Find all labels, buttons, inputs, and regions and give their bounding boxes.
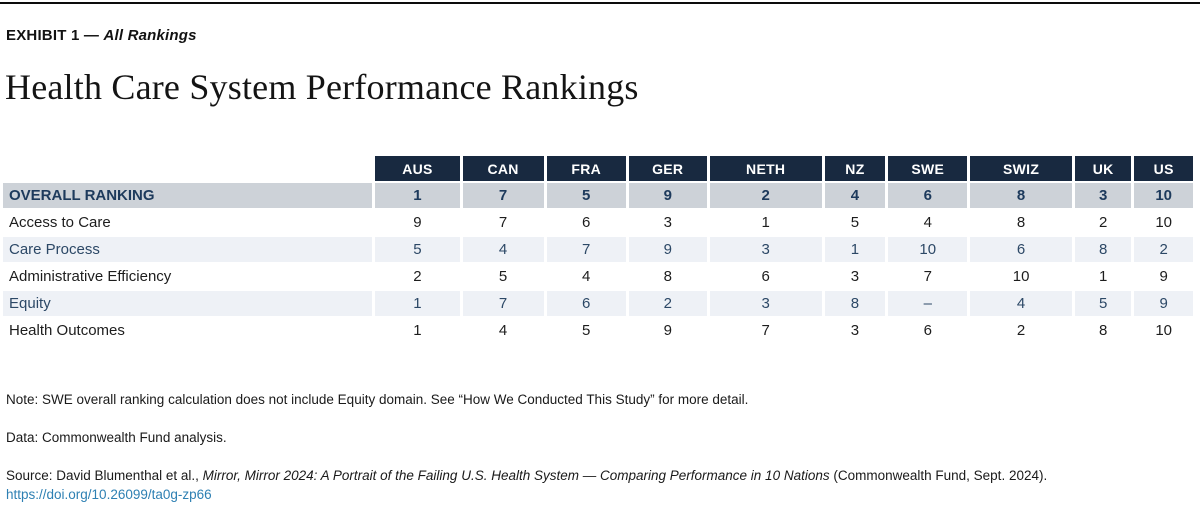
rank-cell: 8 [967,181,1075,210]
row-label: Health Outcomes [0,316,376,345]
rank-cell: 4 [459,235,547,264]
row-label: Equity [0,289,376,318]
rank-cell: 1 [372,289,463,318]
rank-cell: 9 [372,208,463,237]
column-header-nz: NZ [821,154,889,183]
rank-cell: 2 [1071,208,1135,237]
rank-cell: 10 [1131,316,1196,345]
rank-cell: 8 [821,289,889,318]
rank-cell: 3 [706,235,825,264]
table-row: Administrative Efficiency 2 5 4 8 6 3 7 10 1 9 [0,262,1196,291]
rank-cell: 2 [625,289,710,318]
table-body: OVERALL RANKING 1 7 5 9 2 4 6 8 3 10 Access to Care… [0,181,1196,345]
rank-cell: 10 [1131,181,1196,210]
exhibit-number: EXHIBIT 1 — [6,27,100,44]
doi-link[interactable]: https://doi.org/10.26099/ta0g-zp66 [6,487,212,502]
table-row: Access to Care 9 7 6 3 1 5 4 8 2 10 [0,208,1196,237]
source-text: Source: David Blumenthal et al., Mirror,… [6,466,1200,504]
source-prefix: Source: David Blumenthal et al., [6,468,203,483]
rank-cell: 3 [821,262,889,291]
rank-cell: 7 [459,181,547,210]
column-header-swiz: SWIZ [967,154,1075,183]
page-title: Health Care System Performance Rankings [5,67,639,107]
rank-cell: 6 [885,316,971,345]
rank-cell: 7 [459,208,547,237]
rank-cell: 5 [821,208,889,237]
rank-cell: 4 [967,289,1075,318]
rank-cell: 1 [706,208,825,237]
rank-cell: 6 [885,181,971,210]
rank-cell: 9 [625,181,710,210]
rank-cell: 7 [885,262,971,291]
row-label: Administrative Efficiency [0,262,376,291]
table-row: OVERALL RANKING 1 7 5 9 2 4 6 8 3 10 [0,181,1196,210]
rank-cell: 4 [459,316,547,345]
column-header-aus: AUS [372,154,463,183]
note-text: Note: SWE overall ranking calculation do… [6,392,749,407]
rank-cell: 2 [967,316,1075,345]
rank-cell: 3 [1071,181,1135,210]
rank-cell: 10 [967,262,1075,291]
rank-cell: 5 [372,235,463,264]
column-header-uk: UK [1071,154,1135,183]
rank-cell: 9 [1131,289,1196,318]
top-rule [0,2,1200,4]
rank-cell: 5 [543,316,629,345]
corner-cell [0,154,376,183]
rank-cell: 5 [1071,289,1135,318]
rank-cell: 2 [1131,235,1196,264]
rank-cell: 4 [885,208,971,237]
rank-cell: 3 [625,208,710,237]
rank-cell: 8 [1071,316,1135,345]
rank-cell: – [885,289,971,318]
rankings-table: AUS CAN FRA GER NETH NZ SWE SWIZ UK US OVERALL RA… [0,154,1196,345]
rank-cell: 6 [543,289,629,318]
table-row: Health Outcomes 1 4 5 9 7 3 6 2 8 10 [0,316,1196,345]
table-row: Care Process 5 4 7 9 3 1 10 6 8 2 [0,235,1196,264]
column-header-fra: FRA [543,154,629,183]
rank-cell: 5 [459,262,547,291]
column-header-us: US [1131,154,1196,183]
rank-cell: 8 [1071,235,1135,264]
row-label: OVERALL RANKING [0,181,376,210]
rank-cell: 2 [706,181,825,210]
rank-cell: 4 [543,262,629,291]
rank-cell: 7 [543,235,629,264]
exhibit-label: EXHIBIT 1 — All Rankings [6,27,1200,45]
rank-cell: 5 [543,181,629,210]
rank-cell: 10 [885,235,971,264]
rank-cell: 3 [821,316,889,345]
source-suffix: (Commonwealth Fund, Sept. 2024). [829,468,1048,483]
rank-cell: 3 [706,289,825,318]
rank-cell: 9 [1131,262,1196,291]
rank-cell: 1 [1071,262,1135,291]
rank-cell: 6 [543,208,629,237]
rank-cell: 6 [706,262,825,291]
column-header-neth: NETH [706,154,825,183]
rank-cell: 1 [372,316,463,345]
rank-cell: 9 [625,316,710,345]
rank-cell: 4 [821,181,889,210]
data-credit: Data: Commonwealth Fund analysis. [6,430,227,445]
rank-cell: 10 [1131,208,1196,237]
exhibit-subtitle: All Rankings [103,27,197,44]
rank-cell: 7 [706,316,825,345]
rank-cell: 8 [967,208,1075,237]
rank-cell: 8 [625,262,710,291]
source-title: Mirror, Mirror 2024: A Portrait of the F… [202,468,830,483]
rank-cell: 6 [967,235,1075,264]
table-row: Equity 1 7 6 2 3 8–4 5 9 [0,289,1196,318]
column-header-swe: SWE [885,154,971,183]
row-label: Care Process [0,235,376,264]
rank-cell: 2 [372,262,463,291]
column-header-ger: GER [625,154,710,183]
rank-cell: 7 [459,289,547,318]
rank-cell: 9 [625,235,710,264]
column-header-can: CAN [459,154,547,183]
rank-cell: 1 [372,181,463,210]
row-label: Access to Care [0,208,376,237]
rank-cell: 1 [821,235,889,264]
table-header-row: AUS CAN FRA GER NETH NZ SWE SWIZ UK US [0,154,1196,183]
